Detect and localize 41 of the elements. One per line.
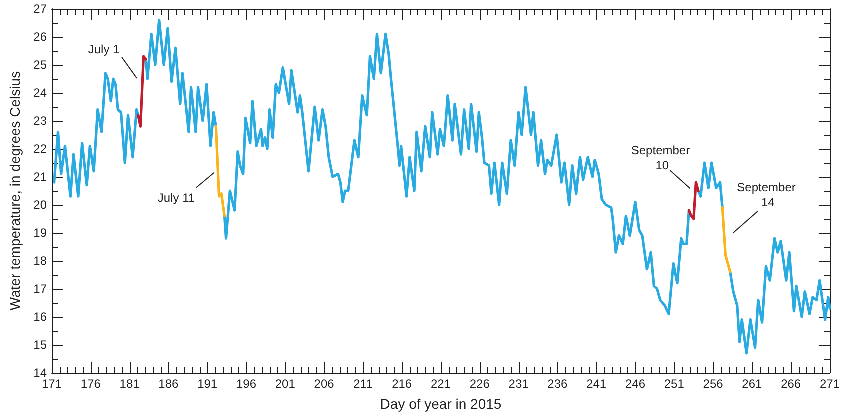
annotation: July 1 <box>88 42 120 56</box>
x-tick-label: 221 <box>430 377 452 391</box>
x-tick-label: 246 <box>625 377 646 391</box>
y-tick-label: 15 <box>34 338 48 352</box>
x-tick-label: 191 <box>198 377 218 391</box>
y-tick-label: 14 <box>34 366 48 380</box>
x-tick-label: 181 <box>120 377 140 391</box>
y-tick-label: 18 <box>34 254 48 268</box>
y-tick-label: 17 <box>34 282 48 296</box>
x-tick-label: 186 <box>158 377 180 391</box>
y-tick-label: 20 <box>34 198 48 212</box>
y-tick-label: 19 <box>34 226 48 240</box>
y-axis-title: Water temperature, in degrees Celsius <box>7 71 23 311</box>
y-tick-label: 24 <box>34 86 48 100</box>
x-tick-label: 261 <box>742 377 763 391</box>
x-tick-label: 196 <box>236 377 257 391</box>
annotation: July 11 <box>158 190 196 205</box>
x-tick-label: 201 <box>275 377 296 391</box>
y-tick-label: 27 <box>34 2 48 16</box>
annotation: September 14 <box>737 180 800 210</box>
y-tick-label: 22 <box>34 142 48 156</box>
x-tick-label: 266 <box>781 377 802 391</box>
y-tick-label: 16 <box>34 310 48 324</box>
x-tick-label: 236 <box>548 377 568 391</box>
x-tick-label: 271 <box>820 377 840 391</box>
x-tick-label: 211 <box>354 377 374 391</box>
y-tick-label: 21 <box>34 170 48 184</box>
x-tick-label: 241 <box>586 377 607 391</box>
x-tick-label: 251 <box>664 377 685 391</box>
x-tick-label: 171 <box>42 377 62 391</box>
x-tick-label: 226 <box>470 377 490 391</box>
x-axis-title: Day of year in 2015 <box>380 396 502 412</box>
x-tick-label: 256 <box>703 377 724 391</box>
y-tick-label: 25 <box>34 58 48 72</box>
x-tick-label: 231 <box>508 377 530 391</box>
x-tick-label: 206 <box>314 377 335 391</box>
annotation: September 10 <box>631 143 694 172</box>
y-tick-label: 26 <box>34 30 48 44</box>
y-tick-label: 23 <box>34 114 48 128</box>
x-tick-label: 176 <box>80 377 102 391</box>
x-tick-label: 216 <box>392 377 412 391</box>
